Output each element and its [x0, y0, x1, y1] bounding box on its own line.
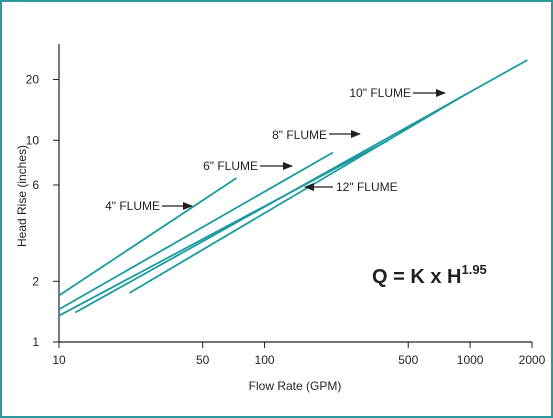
x-tick-label: 100 — [255, 353, 275, 367]
flume-label-3: 10" FLUME — [349, 86, 446, 100]
series-line-4 — [128, 93, 467, 294]
formula-main: Q = K x H — [372, 266, 461, 288]
x-axis-title: Flow Rate (GPM) — [249, 379, 342, 393]
flume-label-1: 6" FLUME — [203, 159, 293, 173]
series-line-1 — [58, 151, 334, 311]
flume-label-0: 4" FLUME — [105, 199, 193, 213]
x-tick-label: 2000 — [519, 353, 546, 367]
series-line-0 — [58, 177, 237, 297]
y-tick-label: 1 — [32, 335, 39, 349]
flume-labels: 4" FLUME 6" FLUME 8" FLUME 10" FLUME 12" FLU… — [105, 86, 446, 213]
x-tick-label: 50 — [196, 353, 210, 367]
series-line-2 — [58, 139, 389, 317]
y-tick-label: 10 — [26, 133, 40, 147]
formula-exponent: 1.95 — [461, 262, 486, 277]
y-tick-label: 2 — [32, 274, 39, 288]
flume-label-text: 4" FLUME — [105, 199, 160, 213]
series-lines — [58, 59, 528, 317]
flume-label-text: 12" FLUME — [336, 180, 398, 194]
x-tick-label: 1000 — [457, 353, 484, 367]
y-axis-title: Head Rise (inches) — [15, 145, 29, 247]
flume-label-text: 10" FLUME — [349, 86, 411, 100]
x-tick-label: 500 — [398, 353, 418, 367]
flume-label-text: 6" FLUME — [203, 159, 258, 173]
y-tick-label: 20 — [26, 73, 40, 87]
y-tick-label: 6 — [32, 178, 39, 192]
x-tick-label: 10 — [52, 353, 66, 367]
flume-label-2: 8" FLUME — [272, 128, 361, 142]
flume-label-4: 12" FLUME — [304, 180, 398, 194]
flume-label-text: 8" FLUME — [272, 128, 327, 142]
axes: 10 50 100 500 1000 2000 1 2 6 10 20 — [26, 44, 546, 367]
formula-annotation: Q = K x H1.95 — [372, 262, 487, 288]
